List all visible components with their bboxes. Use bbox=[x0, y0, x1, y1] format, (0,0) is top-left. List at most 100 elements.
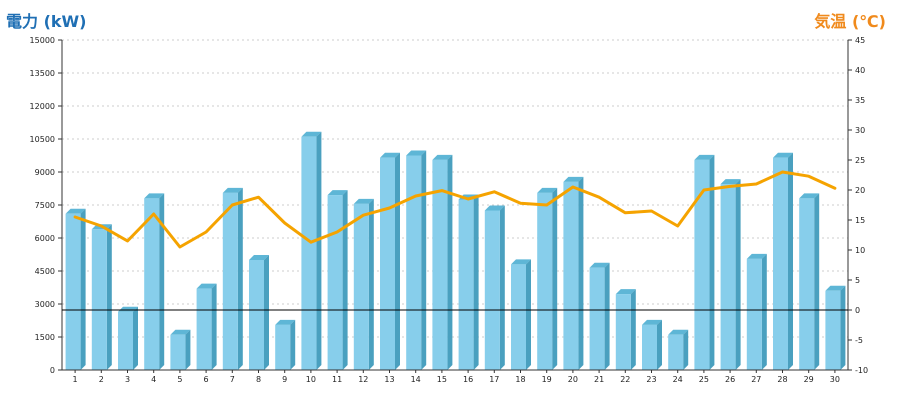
bar-side-face bbox=[447, 154, 453, 370]
x-tick-label: 8 bbox=[256, 375, 261, 384]
left-tick-label: 15000 bbox=[30, 36, 55, 45]
bar-side-face bbox=[290, 319, 296, 370]
bar-front-face bbox=[563, 181, 579, 370]
bar-front-face bbox=[353, 203, 369, 370]
bar bbox=[484, 205, 505, 370]
bar-top-face bbox=[196, 283, 217, 289]
bar bbox=[642, 319, 662, 370]
bar-front-face bbox=[537, 192, 553, 370]
bar-side-face bbox=[264, 255, 269, 370]
bar bbox=[720, 179, 741, 370]
bar bbox=[668, 329, 689, 370]
x-tick-label: 25 bbox=[699, 375, 709, 384]
right-tick-label: 10 bbox=[855, 246, 865, 255]
bar-front-face bbox=[275, 324, 291, 370]
x-tick-label: 13 bbox=[384, 375, 394, 384]
x-tick-label: 26 bbox=[725, 375, 735, 384]
bar-front-face bbox=[380, 157, 395, 370]
right-tick-label: 25 bbox=[855, 156, 865, 165]
x-tick-label: 6 bbox=[204, 375, 209, 384]
bar-top-face bbox=[353, 198, 374, 204]
right-tick-label: 15 bbox=[855, 216, 865, 225]
bar-front-face bbox=[301, 136, 317, 370]
bar-front-face bbox=[589, 267, 605, 370]
bar-side-face bbox=[211, 283, 217, 370]
bar-side-face bbox=[526, 259, 531, 370]
right-tick-label: -10 bbox=[855, 366, 868, 375]
x-tick-label: 5 bbox=[177, 375, 182, 384]
bar bbox=[406, 150, 427, 370]
bar-top-face bbox=[432, 154, 453, 160]
bar-top-face bbox=[65, 208, 86, 214]
x-tick-label: 17 bbox=[489, 375, 499, 384]
left-tick-label: 13500 bbox=[30, 69, 55, 78]
bar-top-face bbox=[222, 187, 243, 193]
bar-side-face bbox=[237, 187, 243, 370]
bar bbox=[353, 198, 374, 370]
bar-top-face bbox=[615, 289, 636, 295]
bar-front-face bbox=[170, 334, 186, 370]
x-tick-label: 12 bbox=[358, 375, 368, 384]
left-tick-label: 3000 bbox=[35, 300, 55, 309]
x-tick-label: 4 bbox=[151, 375, 156, 384]
bar bbox=[380, 152, 400, 370]
bar-front-face bbox=[484, 210, 500, 370]
bar-front-face bbox=[65, 213, 81, 370]
bar-top-face bbox=[799, 193, 820, 199]
bar-front-face bbox=[458, 199, 474, 370]
bar bbox=[511, 259, 531, 370]
bar-side-face bbox=[342, 190, 348, 370]
bar bbox=[222, 187, 243, 370]
x-tick-label: 16 bbox=[463, 375, 473, 384]
bar-side-face bbox=[840, 285, 846, 370]
right-tick-label: 40 bbox=[855, 66, 865, 75]
bar-front-face bbox=[327, 195, 343, 370]
bar bbox=[589, 262, 610, 370]
right-tick-label: -5 bbox=[855, 336, 863, 345]
x-tick-label: 11 bbox=[332, 375, 342, 384]
bar-top-face bbox=[537, 187, 558, 193]
bar-side-face bbox=[578, 176, 584, 370]
x-tick-label: 2 bbox=[99, 375, 104, 384]
bar-front-face bbox=[118, 311, 133, 370]
x-tick-label: 15 bbox=[437, 375, 447, 384]
bar-top-face bbox=[406, 150, 427, 156]
bar-top-face bbox=[694, 154, 715, 160]
bar-side-face bbox=[316, 131, 322, 370]
x-tick-label: 1 bbox=[73, 375, 78, 384]
bar-side-face bbox=[683, 329, 689, 370]
right-tick-label: 30 bbox=[855, 126, 865, 135]
x-tick-label: 27 bbox=[751, 375, 761, 384]
bar-side-face bbox=[709, 154, 715, 370]
x-tick-label: 21 bbox=[594, 375, 604, 384]
bar bbox=[615, 289, 636, 370]
x-tick-label: 18 bbox=[515, 375, 525, 384]
bar-top-face bbox=[773, 152, 793, 158]
x-tick-label: 28 bbox=[777, 375, 787, 384]
bar-top-face bbox=[563, 176, 584, 182]
bar-side-face bbox=[657, 319, 662, 370]
bar-front-face bbox=[222, 192, 238, 370]
bar bbox=[91, 224, 112, 370]
bar bbox=[773, 152, 793, 370]
bar-top-face bbox=[327, 190, 348, 196]
bar bbox=[249, 255, 269, 370]
bar bbox=[196, 283, 217, 370]
left-tick-label: 4500 bbox=[35, 267, 55, 276]
bar-side-face bbox=[735, 179, 741, 370]
bar-side-face bbox=[185, 329, 191, 370]
bar-side-face bbox=[368, 198, 374, 370]
bar-top-face bbox=[668, 329, 689, 335]
bar-side-face bbox=[421, 150, 427, 370]
bar-top-face bbox=[484, 205, 505, 211]
bar-top-face bbox=[249, 255, 269, 260]
bar-side-face bbox=[604, 262, 610, 370]
left-tick-label: 9000 bbox=[35, 168, 55, 177]
bar-front-face bbox=[406, 155, 422, 370]
bar-front-face bbox=[668, 334, 684, 370]
bar-side-face bbox=[552, 187, 558, 370]
right-tick-label: 20 bbox=[855, 186, 865, 195]
bar-front-face bbox=[642, 324, 657, 370]
